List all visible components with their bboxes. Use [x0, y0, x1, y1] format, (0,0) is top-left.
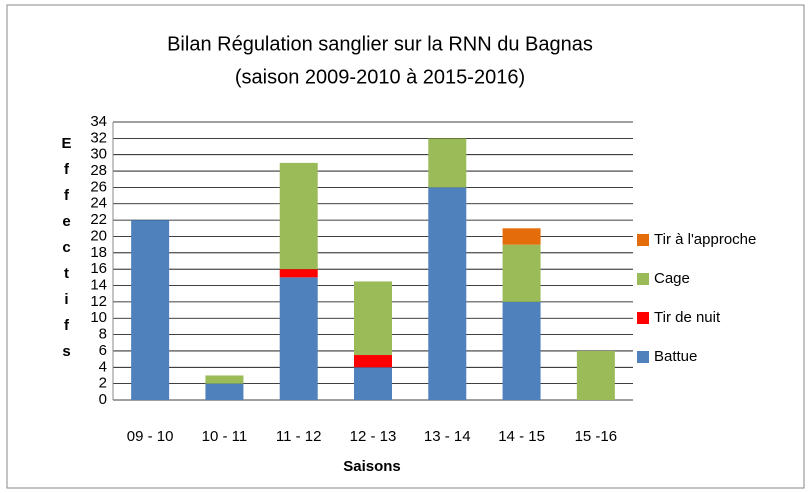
chart-title: Bilan Régulation sanglier sur la RNN du … — [167, 33, 593, 55]
x-tick-label: 15 -16 — [575, 428, 618, 445]
y-tick-label: 24 — [90, 195, 107, 212]
bar-segment — [428, 187, 467, 400]
x-tick-label: 14 - 15 — [498, 428, 545, 445]
legend-swatch — [637, 234, 649, 246]
legend-swatch — [637, 351, 649, 363]
y-tick-label: 10 — [90, 309, 107, 326]
bar-segment — [205, 383, 244, 400]
y-tick-label: 20 — [90, 227, 107, 244]
y-tick-label: 34 — [90, 113, 107, 130]
y-tick-label: 28 — [90, 162, 107, 179]
y-tick-label: 16 — [90, 260, 107, 277]
legend-swatch — [637, 273, 649, 285]
y-tick-label: 30 — [90, 146, 107, 163]
bar-segment — [131, 220, 170, 400]
legend-swatch — [637, 312, 649, 324]
bar-segment — [428, 138, 467, 188]
bar-segment — [354, 281, 392, 356]
x-axis-label: Saisons — [343, 458, 401, 475]
y-tick-label: 2 — [99, 375, 107, 392]
y-tick-label: 32 — [90, 129, 107, 146]
bar-segment — [502, 228, 541, 245]
bar-segment — [502, 301, 541, 400]
y-tick-label: 0 — [99, 391, 107, 408]
x-tick-label: 11 - 12 — [276, 428, 322, 445]
bar-segment — [502, 244, 541, 302]
y-tick-label: 26 — [90, 178, 107, 195]
y-tick-label: 8 — [99, 326, 107, 343]
bar-segment — [576, 350, 615, 400]
bar-segment — [354, 355, 392, 368]
bar-segment — [279, 269, 318, 278]
x-tick-label: 09 - 10 — [127, 428, 174, 445]
bar-segment — [279, 277, 318, 400]
y-tick-label: 4 — [99, 358, 107, 375]
legend-label: Tir de nuit — [654, 309, 721, 326]
bar-segment — [279, 162, 318, 270]
y-tick-label: 14 — [90, 276, 107, 293]
bar-segment — [205, 375, 244, 384]
x-tick-label: 12 - 13 — [350, 428, 397, 445]
y-tick-label: 6 — [99, 342, 107, 359]
x-tick-label: 13 - 14 — [424, 428, 471, 445]
legend-label: Tir à l'approche — [654, 231, 756, 248]
legend-label: Cage — [654, 270, 690, 287]
y-tick-label: 18 — [90, 244, 107, 261]
chart-subtitle: (saison 2009-2010 à 2015-2016) — [235, 66, 525, 88]
bar-segment — [354, 367, 392, 400]
x-tick-label: 10 - 11 — [202, 428, 248, 445]
y-tick-label: 22 — [90, 211, 107, 228]
legend-label: Battue — [654, 348, 697, 365]
y-tick-label: 12 — [90, 293, 107, 310]
y-axis-label: Effectifs — [58, 135, 75, 369]
